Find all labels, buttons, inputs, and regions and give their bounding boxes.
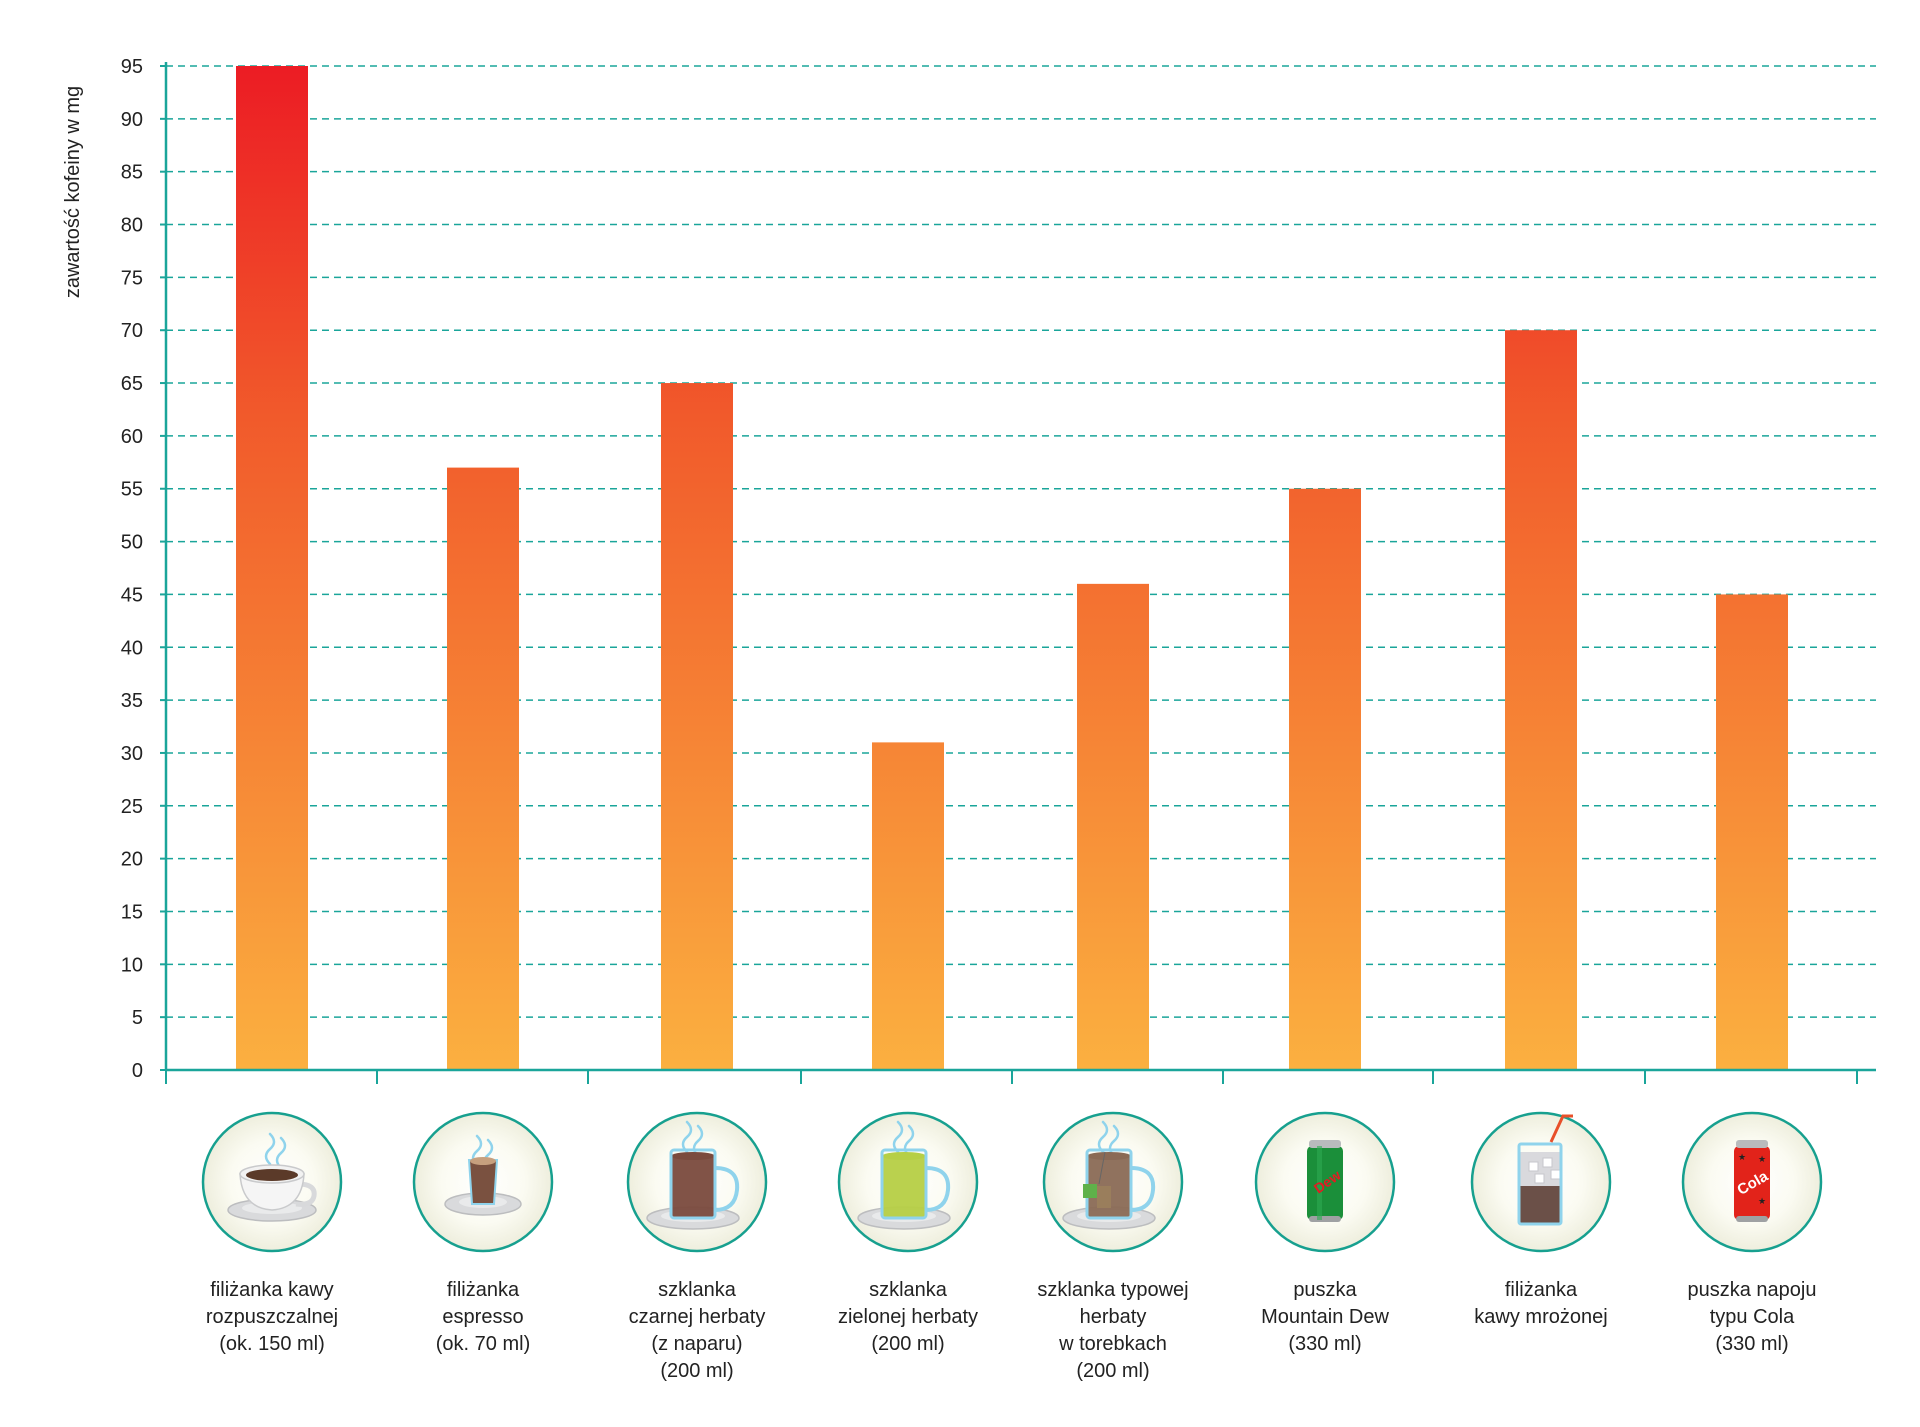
category-label-line: (ok. 70 ml)	[436, 1333, 530, 1355]
bars-layer	[236, 66, 1788, 1071]
category-label-line: espresso	[442, 1306, 523, 1328]
y-tick-label: 40	[121, 637, 143, 659]
y-tick-label: 75	[121, 267, 143, 289]
y-tick-label: 15	[121, 901, 143, 923]
category-label-6: puszka Mountain Dew (330 ml)	[1261, 1279, 1389, 1355]
category-label-1: filiżanka kawy rozpuszczalnej (ok. 150 ml)	[206, 1279, 338, 1355]
y-tick-label: 85	[121, 162, 143, 184]
category-label-line: szklanka	[658, 1279, 737, 1301]
category-label-line: (200 ml)	[871, 1333, 944, 1355]
y-tick-label: 95	[121, 56, 143, 78]
category-label-line: czarnej herbaty	[629, 1306, 766, 1328]
y-tick-label: 70	[121, 320, 143, 342]
category-label-5: szklanka typowej herbaty w torebkach (200 m…	[1037, 1279, 1188, 1382]
y-axis-label: zawartość kofeiny w mg	[62, 86, 84, 298]
bar-2	[447, 467, 519, 1071]
category-label-7: filiżanka kawy mrożonej	[1474, 1279, 1607, 1328]
y-tick-label: 30	[121, 743, 143, 765]
bar-8	[1716, 594, 1788, 1070]
bar-3	[661, 383, 733, 1071]
y-tick-label: 45	[121, 584, 143, 606]
category-label-4: szklanka zielonej herbaty (200 ml)	[838, 1279, 978, 1355]
category-label-line: Mountain Dew	[1261, 1306, 1389, 1328]
espresso-cup-icon	[412, 1111, 554, 1253]
category-label-line: (330 ml)	[1288, 1333, 1361, 1355]
iced-coffee-glass-icon	[1470, 1111, 1612, 1253]
category-label-line: herbaty	[1080, 1306, 1147, 1328]
y-tick-label: 55	[121, 479, 143, 501]
category-label-line: zielonej herbaty	[838, 1306, 978, 1328]
category-label-line: (200 ml)	[660, 1360, 733, 1382]
y-tick-label: 10	[121, 954, 143, 976]
bar-6	[1289, 488, 1361, 1071]
mountain-dew-can-icon: Dew	[1254, 1111, 1396, 1253]
y-tick-label: 50	[121, 532, 143, 554]
grid-layer	[166, 65, 1876, 1018]
y-tick-label: 0	[132, 1060, 143, 1082]
y-tick-label: 90	[121, 109, 143, 131]
category-label-line: (ok. 150 ml)	[219, 1333, 325, 1355]
category-label-line: filiżanka	[1505, 1279, 1578, 1301]
y-tick-label: 60	[121, 426, 143, 448]
category-label-line: (z naparu)	[651, 1333, 742, 1355]
category-label-3: szklanka czarnej herbaty (z naparu) (200 ml…	[629, 1279, 766, 1382]
category-label-8: puszka napoju typu Cola (330 ml)	[1688, 1279, 1817, 1355]
svg-text:★: ★	[1758, 1196, 1766, 1206]
category-label-line: typu Cola	[1710, 1306, 1795, 1328]
svg-text:★: ★	[1758, 1154, 1766, 1164]
y-tick-label: 65	[121, 373, 143, 395]
labels-layer: filiżanka kawy rozpuszczalnej (ok. 150 ml)…	[206, 1279, 1817, 1382]
y-tick-label: 80	[121, 215, 143, 237]
category-label-2: filiżanka espresso (ok. 70 ml)	[436, 1279, 530, 1355]
bar-5	[1077, 583, 1149, 1070]
category-label-line: (330 ml)	[1715, 1333, 1788, 1355]
bar-1	[236, 66, 308, 1070]
category-label-line: filiżanka kawy	[210, 1279, 333, 1301]
y-tick-label: 25	[121, 796, 143, 818]
svg-text:★: ★	[1738, 1152, 1746, 1162]
axis-layer: 0 5 10 15 20 25 30 35 40 45 50 55 60 65 70 75 80 85 90 95	[121, 56, 1876, 1084]
green-tea-glass-icon	[837, 1111, 979, 1253]
category-label-line: w torebkach	[1058, 1333, 1167, 1355]
category-label-line: szklanka	[869, 1279, 948, 1301]
bar-7	[1505, 330, 1577, 1070]
category-label-line: kawy mrożonej	[1474, 1306, 1607, 1328]
bar-4	[872, 742, 944, 1070]
icons-layer: Dew Cola★★★	[201, 1111, 1823, 1253]
category-label-line: filiżanka	[447, 1279, 520, 1301]
category-label-line: rozpuszczalnej	[206, 1306, 338, 1328]
y-tick-label: 5	[132, 1007, 143, 1029]
coffee-cup-icon	[201, 1111, 343, 1253]
category-label-line: puszka napoju	[1688, 1279, 1817, 1301]
teabag-glass-icon	[1042, 1111, 1184, 1253]
black-tea-glass-icon	[626, 1111, 768, 1253]
category-label-line: (200 ml)	[1076, 1360, 1149, 1382]
y-tick-label: 35	[121, 690, 143, 712]
cola-can-icon: Cola★★★	[1681, 1111, 1823, 1253]
category-label-line: szklanka typowej	[1037, 1279, 1188, 1301]
y-tick-label: 20	[121, 849, 143, 871]
category-label-line: puszka	[1293, 1279, 1357, 1301]
